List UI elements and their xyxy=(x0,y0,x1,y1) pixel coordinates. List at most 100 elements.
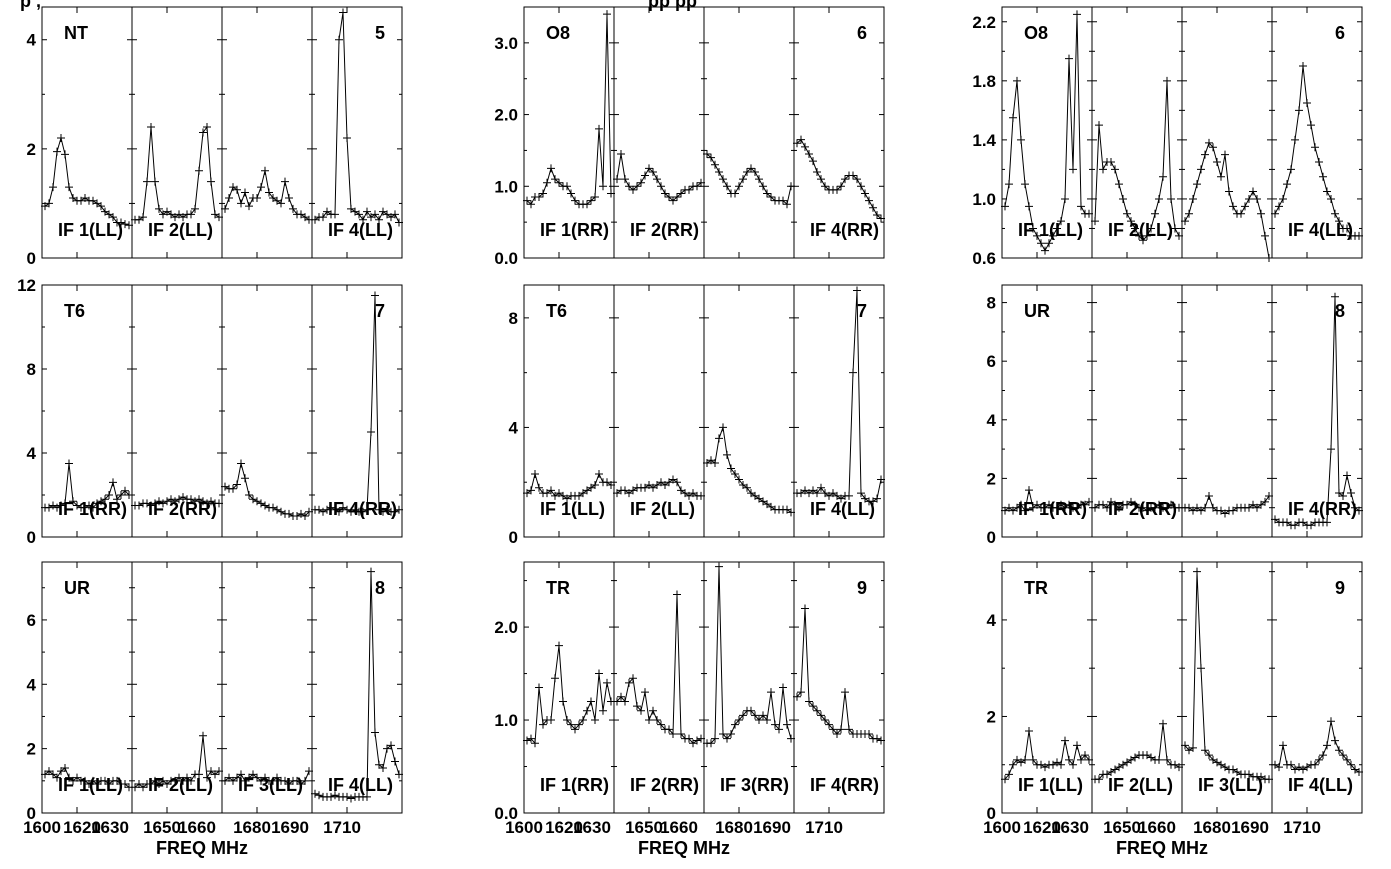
y-tick-label: 4 xyxy=(27,675,37,694)
x-tick-label: 1660 xyxy=(1138,818,1176,837)
data-point xyxy=(147,501,155,510)
data-point xyxy=(57,767,65,776)
data-point xyxy=(677,189,685,198)
data-point xyxy=(221,482,229,491)
data-point xyxy=(215,767,223,776)
data-point xyxy=(1331,736,1339,745)
if-label: IF 4(LL) xyxy=(1288,775,1353,795)
spectrum-line xyxy=(315,295,400,513)
data-point xyxy=(547,486,555,495)
data-point xyxy=(1327,194,1335,203)
data-point xyxy=(715,434,723,443)
data-point xyxy=(109,213,117,222)
if-label: IF 2(LL) xyxy=(630,499,695,519)
station-label: T6 xyxy=(546,301,567,321)
data-point xyxy=(207,497,215,506)
data-point xyxy=(841,175,849,184)
y-tick-label: 2.0 xyxy=(494,618,518,637)
y-tick-label: 0.6 xyxy=(972,249,996,268)
data-point xyxy=(629,185,637,194)
data-point xyxy=(237,459,245,468)
if-label: IF 2(RR) xyxy=(630,220,699,240)
x-tick-label: 1680 xyxy=(715,818,753,837)
data-point xyxy=(703,150,711,159)
data-point xyxy=(371,210,379,219)
data-point xyxy=(747,706,755,715)
data-point xyxy=(105,780,113,789)
data-point xyxy=(73,501,81,510)
data-point xyxy=(821,182,829,191)
data-point xyxy=(787,182,795,191)
data-point xyxy=(563,182,571,191)
spectrum-line xyxy=(1274,66,1359,237)
data-point xyxy=(527,200,535,209)
spectrum-line xyxy=(224,463,310,517)
data-point xyxy=(97,497,105,506)
data-point xyxy=(817,483,825,492)
data-point xyxy=(1265,254,1273,262)
data-point xyxy=(527,486,535,495)
data-point xyxy=(857,182,865,191)
data-point xyxy=(351,505,359,514)
y-tick-label: 2 xyxy=(27,140,36,159)
data-point xyxy=(101,776,109,785)
data-point xyxy=(1037,239,1045,248)
data-point xyxy=(73,773,81,782)
y-tick-label: 3.0 xyxy=(494,34,518,53)
data-point xyxy=(583,200,591,209)
data-point xyxy=(555,641,563,650)
data-point xyxy=(817,175,825,184)
data-point xyxy=(1029,755,1037,764)
data-point xyxy=(1265,775,1273,784)
data-point xyxy=(727,464,735,473)
data-point xyxy=(203,123,211,132)
x-axis-titles: FREQ MHz FREQ MHz FREQ MHz xyxy=(156,838,1208,858)
x-tick-label: 1620 xyxy=(545,818,583,837)
panel-number: 7 xyxy=(375,301,385,321)
data-point xyxy=(759,182,767,191)
data-point xyxy=(179,776,187,785)
spectrum-line xyxy=(314,12,400,223)
if-label: IF 4(RR) xyxy=(810,775,879,795)
data-point xyxy=(603,10,611,19)
data-point xyxy=(241,188,249,197)
data-point xyxy=(187,210,195,219)
data-point xyxy=(697,491,705,500)
data-point xyxy=(69,776,77,785)
spectrum-panel: 0 2 4 6 UR 8 IF 1(LL) IF 2(LL) IF 3(LL) IF 4(LL) 1… xyxy=(23,561,403,837)
data-point xyxy=(1053,224,1061,233)
data-point xyxy=(139,783,147,792)
spectrum-line xyxy=(1004,14,1089,252)
data-point xyxy=(813,706,821,715)
if-label: IF 1(RR) xyxy=(540,220,609,240)
data-point xyxy=(755,175,763,184)
data-point xyxy=(873,494,881,503)
data-point xyxy=(1077,755,1085,764)
y-tick-label: 8 xyxy=(27,360,36,379)
data-point xyxy=(743,167,751,176)
data-point xyxy=(41,770,49,779)
data-point xyxy=(1085,497,1093,506)
data-point xyxy=(1005,770,1013,779)
data-point xyxy=(1201,150,1209,159)
data-point xyxy=(645,716,653,725)
data-point xyxy=(527,734,535,743)
y-tick-label: 0 xyxy=(987,804,996,823)
if-label: IF 1(LL) xyxy=(58,775,123,795)
data-point xyxy=(1013,76,1021,85)
data-point xyxy=(547,164,555,173)
data-point xyxy=(195,770,203,779)
data-point xyxy=(49,770,57,779)
data-point xyxy=(45,503,53,512)
data-point xyxy=(53,503,61,512)
data-point xyxy=(1343,755,1351,764)
data-point xyxy=(1323,741,1331,750)
data-point xyxy=(187,495,195,504)
if-label: IF 2(LL) xyxy=(148,775,213,795)
data-point xyxy=(387,741,395,750)
y-tick-label: 4 xyxy=(987,611,997,630)
if-label: IF 1(RR) xyxy=(1018,499,1087,519)
data-point xyxy=(673,193,681,202)
data-point xyxy=(203,773,211,782)
data-point xyxy=(207,177,215,186)
